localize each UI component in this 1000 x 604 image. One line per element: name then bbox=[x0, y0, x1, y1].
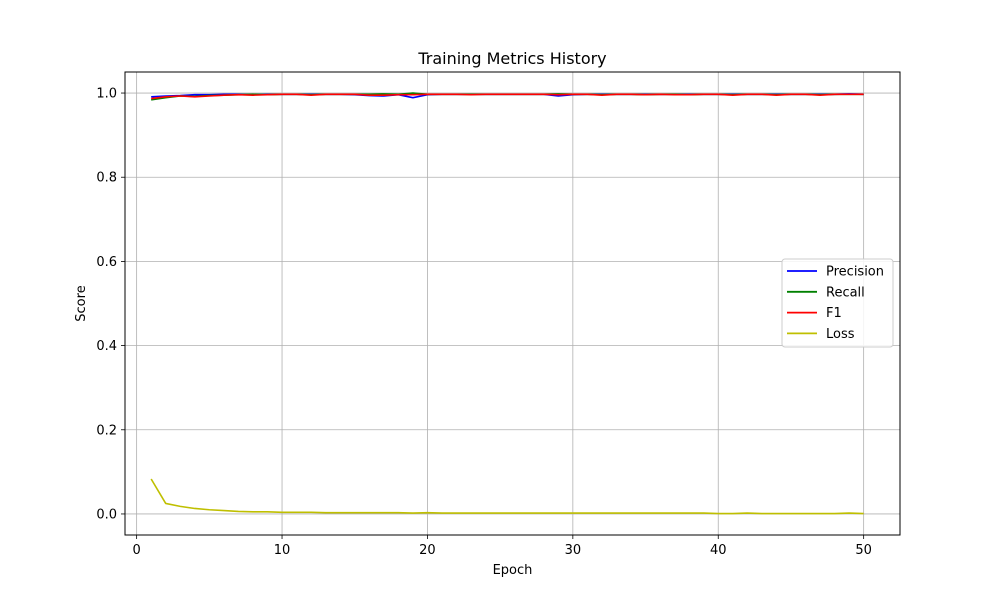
series-line-loss bbox=[150, 478, 864, 515]
x-tick-label: 0 bbox=[132, 543, 140, 558]
y-tick-label: 0.8 bbox=[96, 171, 117, 186]
legend-box bbox=[781, 258, 894, 348]
x-axis-label: Epoch bbox=[493, 563, 533, 578]
series-line-f1 bbox=[151, 93, 864, 100]
x-tick-label: 10 bbox=[274, 543, 291, 558]
legend: Precision Recall F1 Loss bbox=[781, 258, 894, 348]
chart-title: Training Metrics History bbox=[417, 49, 606, 68]
x-tick-label: 50 bbox=[855, 543, 872, 558]
legend-label-loss: Loss bbox=[826, 327, 855, 342]
legend-label-precision: Precision bbox=[826, 265, 884, 280]
ticks: 0 10 20 30 40 50 0.0 0.2 0.4 0.6 0.8 1.0 bbox=[96, 87, 872, 558]
y-tick-label: 0.4 bbox=[96, 339, 117, 354]
legend-label-recall: Recall bbox=[826, 285, 865, 300]
x-tick-label: 30 bbox=[565, 543, 582, 558]
plot-frame bbox=[124, 71, 901, 536]
y-tick-label: 0.6 bbox=[96, 255, 117, 270]
series-lines bbox=[150, 92, 864, 515]
y-axis-label: Score bbox=[74, 285, 89, 321]
x-tick-label: 40 bbox=[710, 543, 727, 558]
legend-label-f1: F1 bbox=[826, 306, 842, 321]
y-tick-label: 0.0 bbox=[96, 507, 117, 522]
x-tick-label: 20 bbox=[419, 543, 436, 558]
y-tick-label: 0.2 bbox=[96, 423, 117, 438]
y-tick-label: 1.0 bbox=[96, 87, 117, 102]
